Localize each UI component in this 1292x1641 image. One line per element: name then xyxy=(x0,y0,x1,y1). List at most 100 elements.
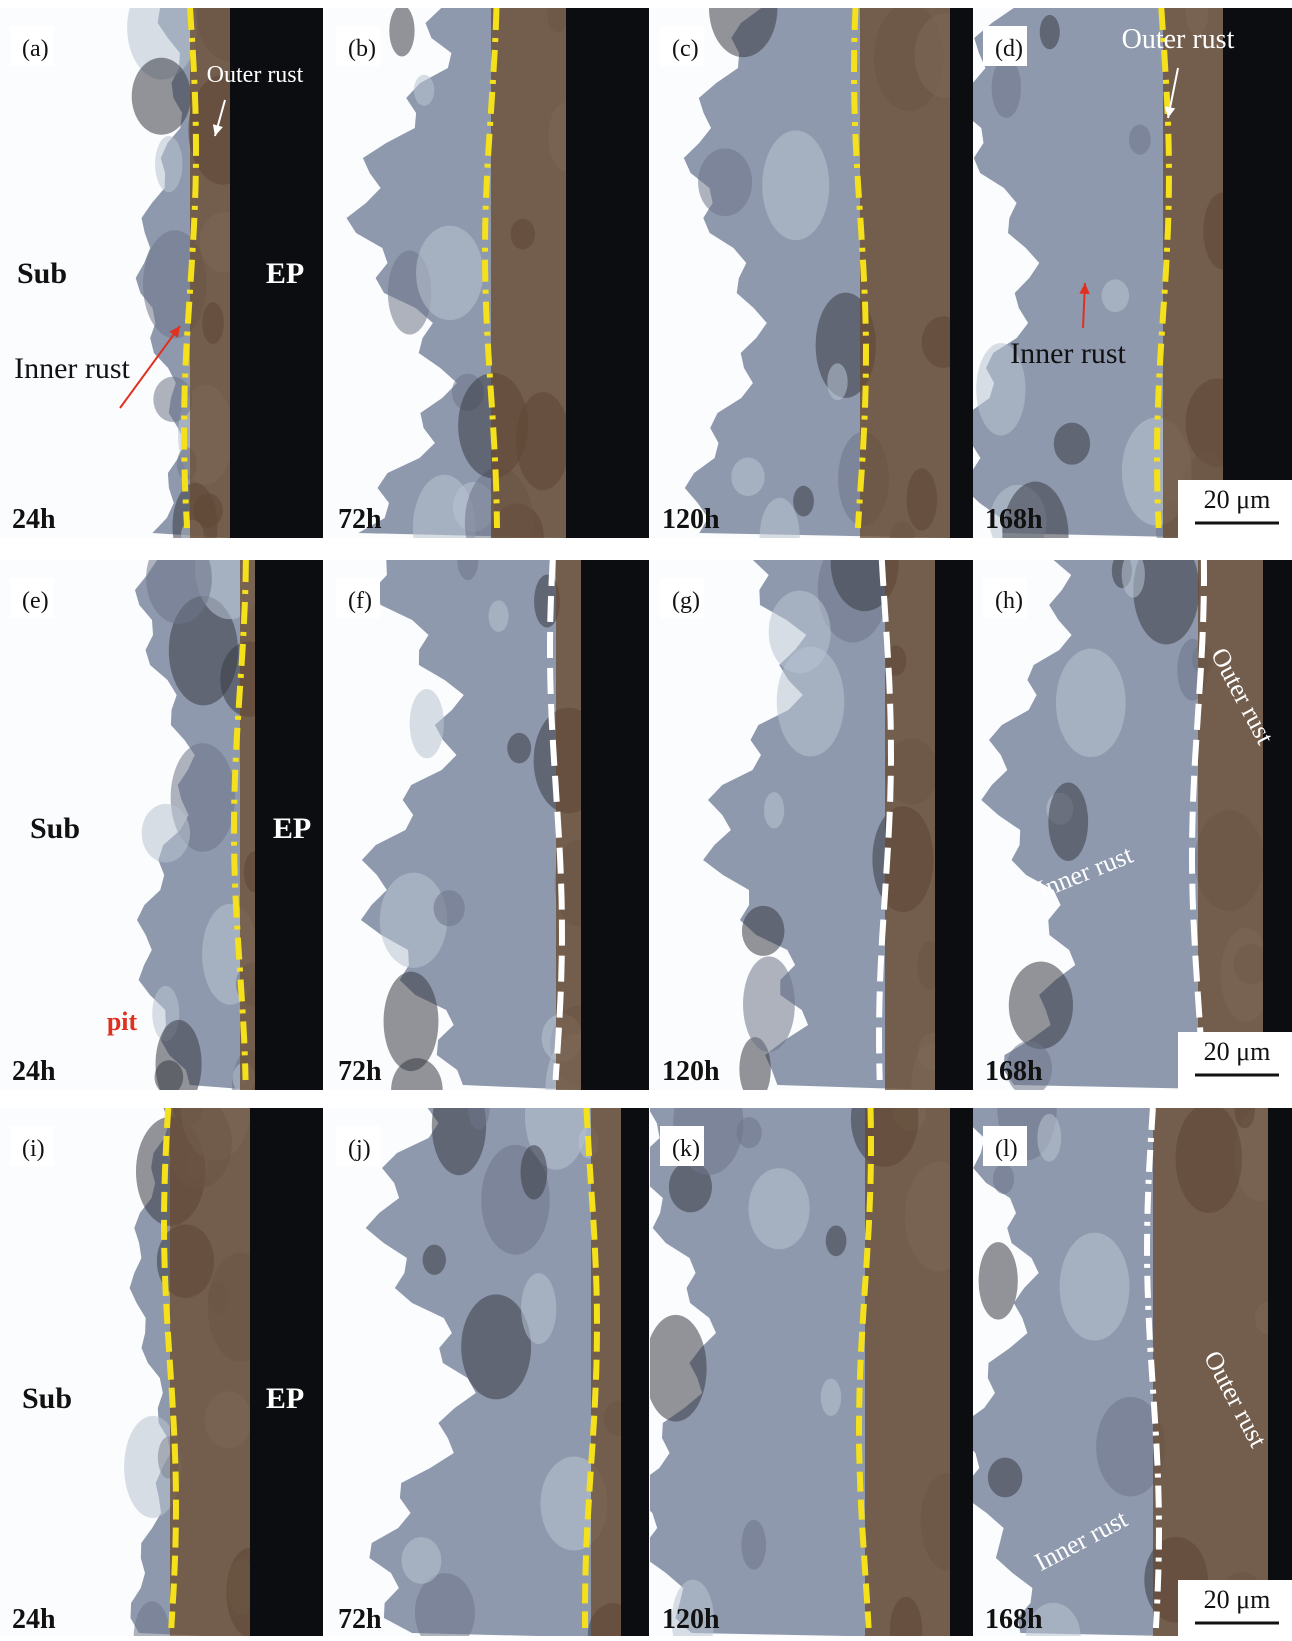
epoxy xyxy=(950,1108,973,1636)
rust-texture xyxy=(468,1089,489,1130)
outer-rust xyxy=(885,560,935,1090)
rust-texture xyxy=(521,1273,556,1344)
outer-rust xyxy=(1163,8,1223,538)
panel-label: (k) xyxy=(672,1136,700,1162)
annotation: EP xyxy=(266,1382,304,1415)
rust-texture xyxy=(742,906,785,956)
rust-texture xyxy=(741,1520,766,1570)
time-label: 72h xyxy=(338,1056,382,1087)
panel-label: (h) xyxy=(995,588,1023,614)
panel: (j) 72h xyxy=(326,1062,649,1636)
panel: (h)168hOuter rustInner rust20 μm xyxy=(973,535,1292,1120)
rust-texture xyxy=(1056,649,1126,758)
rust-texture xyxy=(1037,1114,1061,1162)
rust-texture xyxy=(434,890,465,926)
rust-texture xyxy=(748,1168,809,1249)
panel-label: (i) xyxy=(22,1136,45,1162)
rust-texture xyxy=(132,58,191,135)
rust-texture xyxy=(401,1537,441,1584)
time-label: 72h xyxy=(338,1604,382,1635)
time-label: 168h xyxy=(985,1056,1043,1087)
rust-texture xyxy=(1133,535,1199,645)
rust-texture xyxy=(384,972,439,1071)
epoxy xyxy=(566,8,649,538)
rust-texture xyxy=(142,804,190,863)
rust-texture xyxy=(1129,125,1151,155)
rust-texture xyxy=(1122,551,1145,597)
epoxy xyxy=(581,560,649,1090)
annotation: pit xyxy=(107,1007,138,1036)
annotation: Inner rust xyxy=(14,352,130,385)
annotation: Sub xyxy=(17,257,67,290)
time-label: 168h xyxy=(985,504,1043,535)
annotation: EP xyxy=(273,812,311,845)
rust-texture xyxy=(1009,962,1073,1050)
epoxy xyxy=(950,8,973,538)
rust-texture xyxy=(423,1245,446,1275)
rust-texture xyxy=(826,1225,847,1256)
rust-texture xyxy=(645,1315,707,1422)
time-label: 24h xyxy=(12,504,56,535)
outer-rust xyxy=(860,8,950,538)
panel: (b) 72h xyxy=(326,0,649,582)
scale-bar-label: 20 μm xyxy=(1204,485,1271,514)
rust-texture xyxy=(1048,782,1088,861)
panel-label: (j) xyxy=(348,1136,371,1162)
rust-texture xyxy=(1102,279,1130,312)
time-label: 24h xyxy=(12,1604,56,1635)
annotation: Outer rust xyxy=(1122,24,1235,55)
rust-texture xyxy=(457,541,478,581)
rust-texture xyxy=(521,1145,548,1199)
panel: (d)168hOuter rustInner rust20 μm xyxy=(957,0,1292,591)
time-label: 168h xyxy=(985,1604,1043,1635)
outer-rust xyxy=(865,1108,950,1636)
annotation: Outer rust xyxy=(207,62,304,88)
time-label: 120h xyxy=(662,504,720,535)
rust-texture xyxy=(793,486,814,517)
rust-texture xyxy=(762,130,829,240)
panel: (c) 120h xyxy=(650,0,977,577)
panel-label: (a) xyxy=(22,36,49,62)
rust-texture xyxy=(821,1379,841,1416)
micrograph xyxy=(650,0,977,577)
rust-texture xyxy=(155,1060,184,1094)
rust-texture xyxy=(979,1242,1018,1320)
time-label: 24h xyxy=(12,1056,56,1087)
outer-rust xyxy=(1198,560,1263,1090)
micrograph xyxy=(326,541,649,1142)
annotation: Sub xyxy=(30,812,80,845)
rust-texture xyxy=(731,458,764,497)
rust-texture xyxy=(1060,1233,1130,1341)
panel: (g) 120h xyxy=(650,514,973,1124)
rust-texture xyxy=(698,148,752,216)
time-label: 72h xyxy=(338,504,382,535)
annotation: Inner rust xyxy=(1010,337,1126,370)
rust-texture xyxy=(827,363,847,400)
rust-texture xyxy=(1040,15,1060,49)
rust-texture xyxy=(416,226,483,321)
outer-rust xyxy=(491,8,566,538)
rust-texture xyxy=(988,1458,1022,1498)
time-label: 120h xyxy=(662,1056,720,1087)
epoxy xyxy=(621,1108,649,1636)
panel: (k)120h xyxy=(633,1069,973,1636)
panel-label: (c) xyxy=(672,36,699,62)
figure: (a) 24h Outer rust Sub EP Inner rust (b) 72h (c)… xyxy=(0,0,1292,1636)
rust-texture xyxy=(389,5,414,56)
micrograph xyxy=(326,0,649,582)
panel: (f)72h xyxy=(326,541,649,1142)
rust-texture xyxy=(146,533,212,624)
scale-bar-label: 20 μm xyxy=(1204,1037,1271,1066)
rust-texture xyxy=(461,1294,531,1399)
rust-texture xyxy=(155,136,182,192)
rust-texture xyxy=(507,733,531,763)
panel-label: (b) xyxy=(348,36,376,62)
rust-texture xyxy=(769,591,831,674)
rust-texture xyxy=(1054,423,1090,465)
panel-label: (g) xyxy=(672,588,700,614)
rust-texture xyxy=(764,792,784,828)
epoxy xyxy=(1268,1108,1292,1636)
rust-texture xyxy=(414,75,434,106)
